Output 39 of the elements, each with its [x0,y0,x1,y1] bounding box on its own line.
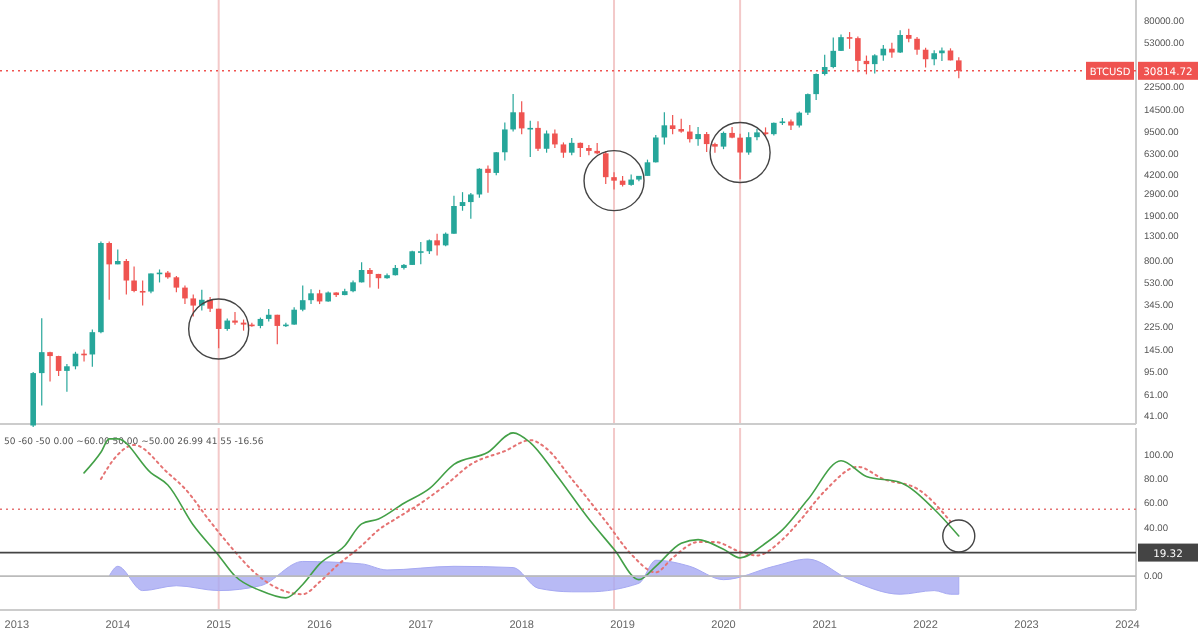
candlestick [485,164,491,194]
candlestick [451,195,457,235]
candlestick [745,131,752,156]
candlestick [417,241,424,265]
candlestick [47,351,53,383]
candlestick [737,133,743,180]
candlestick [552,128,558,149]
candlestick [434,233,440,257]
candlestick [586,144,592,156]
candlestick [652,134,659,164]
candlestick [602,150,609,185]
candlestick [871,53,878,75]
candlestick [123,258,130,296]
candlestick [232,311,238,326]
candlestick [830,36,837,69]
candlestick [182,284,188,305]
candlestick [131,265,137,293]
candlestick [190,293,197,318]
candlestick [493,151,500,176]
candlestick [543,129,550,154]
candlestick [510,93,516,133]
candlestick [813,72,819,101]
candlestick [64,363,70,393]
candlestick [611,171,617,191]
candlestick [299,284,306,312]
candlestick [139,279,146,307]
candlestick [274,314,281,345]
candlestick [106,240,112,301]
candlestick [897,29,903,54]
candlestick [148,272,154,294]
candlestick [502,122,508,162]
candlestick [459,191,466,212]
candlestick [695,126,701,147]
candlestick [535,120,541,152]
candlestick [712,142,718,154]
candlestick [367,267,373,289]
candlestick [669,114,676,135]
candlestick [38,317,45,407]
candlestick [468,192,474,220]
